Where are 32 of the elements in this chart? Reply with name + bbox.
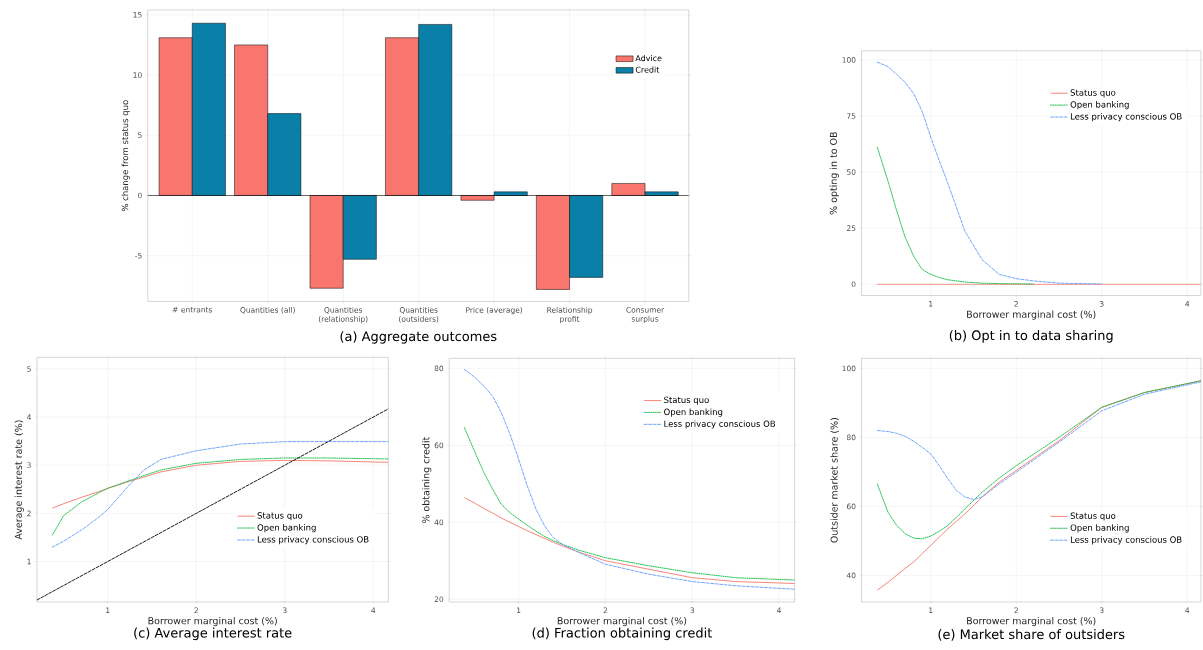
line-series: [876, 147, 1034, 285]
legend-label: Less privacy conscious OB: [1070, 113, 1182, 122]
y-axis-title: % opting in to OB: [829, 132, 839, 215]
legend-label: Less privacy conscious OB: [257, 536, 369, 545]
legend-label: Open banking: [1070, 524, 1129, 533]
text: (a) Aggregate outcomes: [340, 331, 497, 344]
y-axis-title: % obtaining credit: [422, 437, 432, 524]
legend-label: Status quo: [664, 396, 709, 405]
y-axis-title: Average interest rate (%): [14, 420, 24, 540]
legend-label: Open banking: [664, 408, 723, 417]
text: (e) Market share of outsiders: [938, 629, 1125, 641]
text: (b) Opt in to data sharing: [949, 330, 1113, 343]
line-series: [463, 369, 795, 590]
legend-label: Status quo: [257, 512, 303, 521]
line-series: [51, 460, 389, 509]
y-axis-title: % change from status quo: [121, 100, 130, 212]
x-axis-title: Borrower marginal cost (%): [967, 310, 1096, 320]
text: (d) Fraction obtaining credit: [532, 627, 713, 641]
legend-label: Less privacy conscious OB: [664, 420, 776, 429]
legend-label: Status quo: [1070, 512, 1116, 521]
x-axis-title: Borrower marginal cost (%): [148, 617, 277, 627]
legend-label: Open banking: [257, 524, 316, 533]
x-axis-title: Borrower marginal cost (%): [557, 617, 687, 627]
line-series: [463, 427, 795, 581]
x-axis-title: Borrower marginal cost (%): [967, 617, 1096, 627]
legend-label: Status quo: [1070, 89, 1116, 98]
legend-label: Open banking: [1070, 101, 1129, 110]
text: (c) Average interest rate: [134, 627, 292, 641]
line-series: [876, 381, 1201, 500]
legend-label: Less privacy conscious OB: [1070, 536, 1182, 545]
line-series: [51, 457, 389, 536]
y-axis-title: Outsider market share (%): [830, 418, 839, 543]
